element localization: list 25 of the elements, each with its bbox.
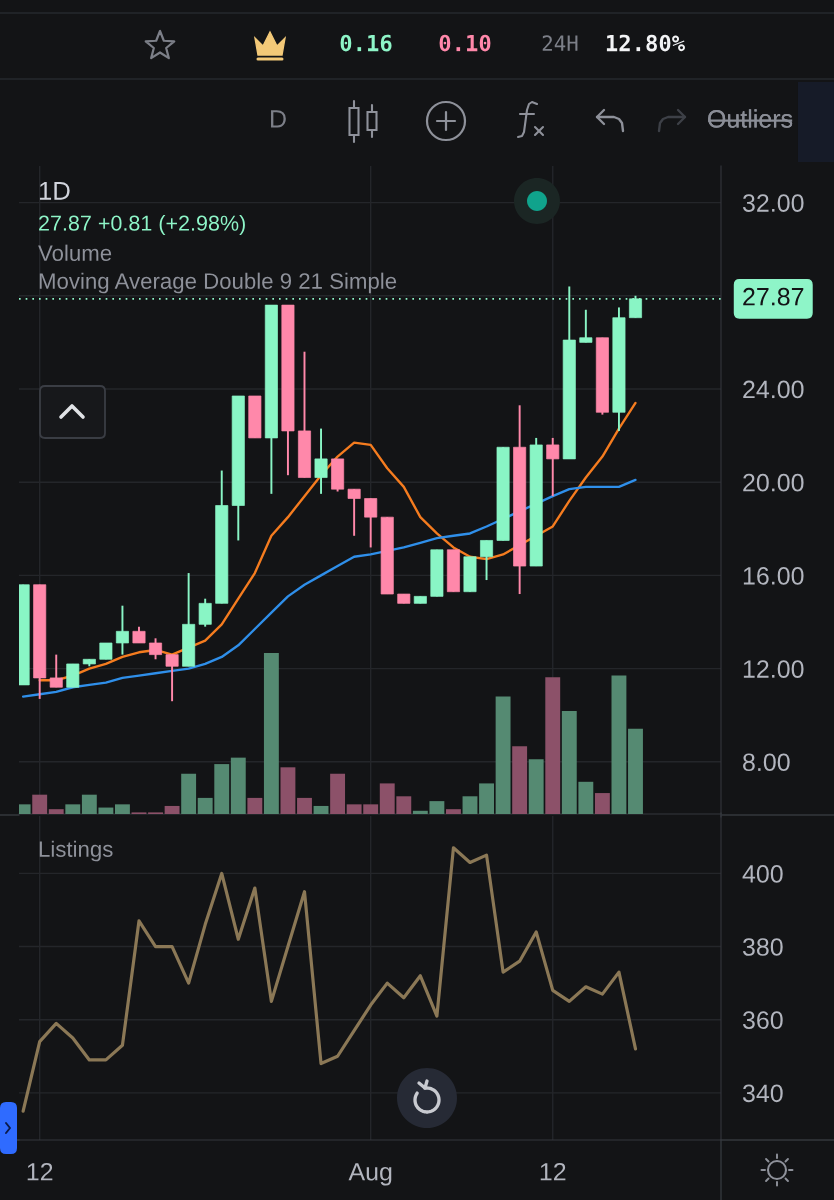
y-tick-label: 20.00 [743,473,804,492]
annotation: Moving Average Double 9 21 Simple [39,272,397,294]
text: 12.80% [606,34,685,52]
y-tick-label: 24.00 [743,380,804,399]
y-tick-label: 360 [742,1011,783,1029]
y-tick-label: 340 [742,1084,783,1103]
annotation: 27.87 +0.81 (+2.98%) [39,214,245,236]
y-tick-label: 8.00 [743,753,790,772]
x-tick-label: 12 [27,1162,53,1181]
x-tick-label: 12 [540,1162,566,1181]
text: Listings [39,840,113,862]
y-tick-label: 32.00 [742,194,804,212]
chart-title: Volume [38,244,112,261]
text: 0.16 [340,34,392,52]
x-tick-label: Aug [348,1163,392,1186]
ref-line-label: 27.87 [743,287,804,306]
y-tick-label: 16.00 [743,567,804,585]
y-tick-label: 400 [742,865,783,883]
y-tick-label: 12.00 [743,660,804,678]
text: D [271,110,286,128]
y-tick-label: 380 [742,938,783,956]
text: 0.10 [439,34,491,52]
text: Outliers [708,109,793,128]
text: 24H [542,35,578,51]
chart-title: 1D [39,181,70,200]
